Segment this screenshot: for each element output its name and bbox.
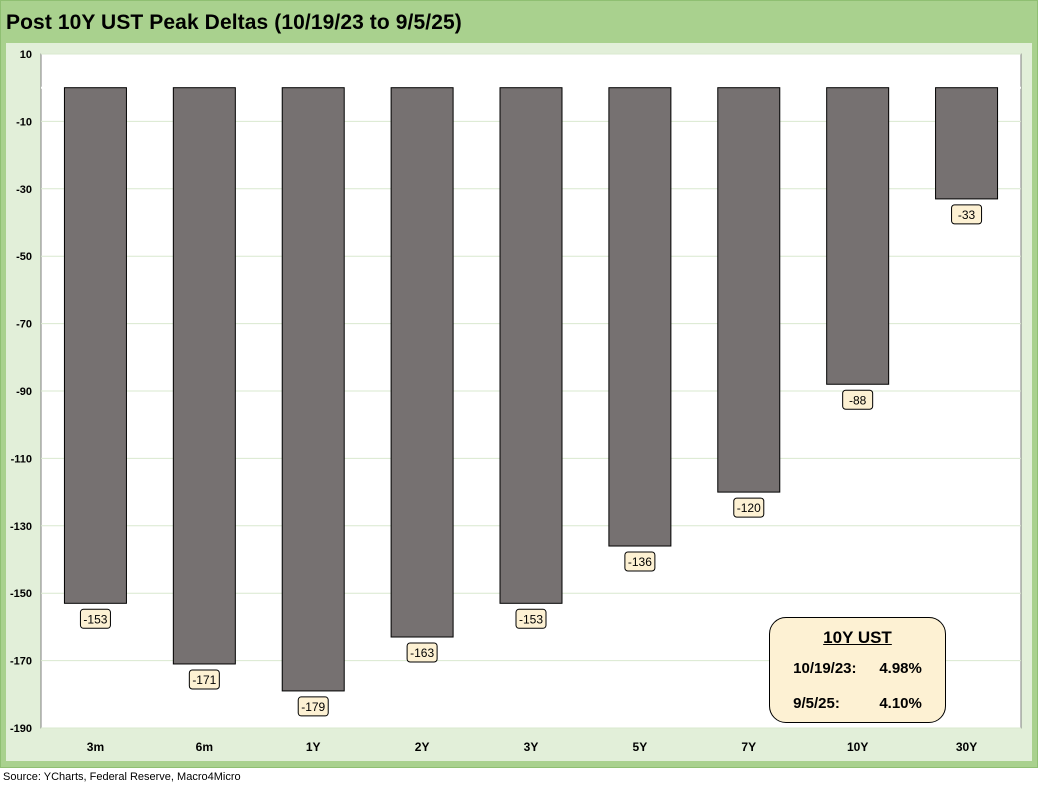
data-label: -33	[958, 208, 976, 222]
data-label-box	[79, 608, 111, 629]
bar	[281, 87, 345, 692]
x-tick-label: 2Y	[415, 740, 430, 754]
x-tick-label: 6m	[196, 740, 213, 754]
data-label: -153	[519, 612, 543, 626]
bar	[172, 87, 236, 665]
x-tick-label: 10Y	[847, 740, 868, 754]
data-label-box	[406, 642, 438, 663]
data-label: -136	[628, 555, 652, 569]
y-tick-label: -50	[16, 251, 32, 263]
y-tick-label: -170	[10, 656, 32, 668]
y-tick-label: 10	[20, 49, 32, 61]
y-tick-label: -130	[10, 521, 32, 533]
source-note: Source: YCharts, Federal Reserve, Macro4…	[3, 771, 241, 783]
bar	[499, 87, 563, 604]
data-label: -120	[737, 501, 761, 515]
bar	[63, 87, 127, 604]
bar	[826, 87, 890, 385]
info-row: 10/19/23: 4.98%	[770, 660, 945, 677]
x-tick-label: 1Y	[306, 740, 321, 754]
info-box-heading: 10Y UST	[823, 628, 892, 647]
bar	[717, 87, 781, 493]
data-label: -171	[192, 673, 216, 687]
info-box: 10Y UST 10/19/23: 4.98% 9/5/25: 4.10%	[769, 617, 946, 723]
data-label-box	[188, 669, 220, 690]
x-tick-label: 5Y	[633, 740, 648, 754]
info-row-value: 4.10%	[879, 695, 922, 712]
data-label-box	[842, 389, 874, 410]
info-row-label: 9/5/25:	[793, 695, 840, 712]
data-label: -179	[301, 700, 325, 714]
bar	[390, 87, 454, 638]
y-tick-label: -110	[11, 453, 32, 465]
data-label-box	[733, 497, 765, 518]
chart-title: Post 10Y UST Peak Deltas (10/19/23 to 9/…	[6, 11, 462, 34]
y-tick-label: -90	[16, 386, 32, 398]
y-tick-label: -70	[16, 319, 32, 331]
data-label: -153	[83, 612, 107, 626]
x-tick-label: 3m	[87, 740, 104, 754]
y-tick-label: -30	[16, 184, 32, 196]
x-tick-label: 30Y	[956, 740, 977, 754]
data-label: -163	[410, 646, 434, 660]
info-row-value: 4.98%	[879, 660, 922, 677]
y-tick-label: -190	[10, 723, 32, 735]
bar	[608, 87, 672, 547]
x-tick-label: 3Y	[524, 740, 539, 754]
info-row: 9/5/25: 4.10%	[770, 695, 945, 712]
data-label-box	[297, 696, 329, 717]
data-label: -88	[849, 393, 867, 407]
info-row-label: 10/19/23:	[793, 660, 857, 677]
y-tick-label: -150	[10, 588, 32, 600]
data-label-box	[624, 551, 656, 572]
y-tick-label: -10	[16, 116, 32, 128]
x-tick-label: 7Y	[741, 740, 756, 754]
bar	[935, 87, 999, 200]
data-label-box	[515, 608, 547, 629]
data-label-box	[951, 204, 983, 225]
